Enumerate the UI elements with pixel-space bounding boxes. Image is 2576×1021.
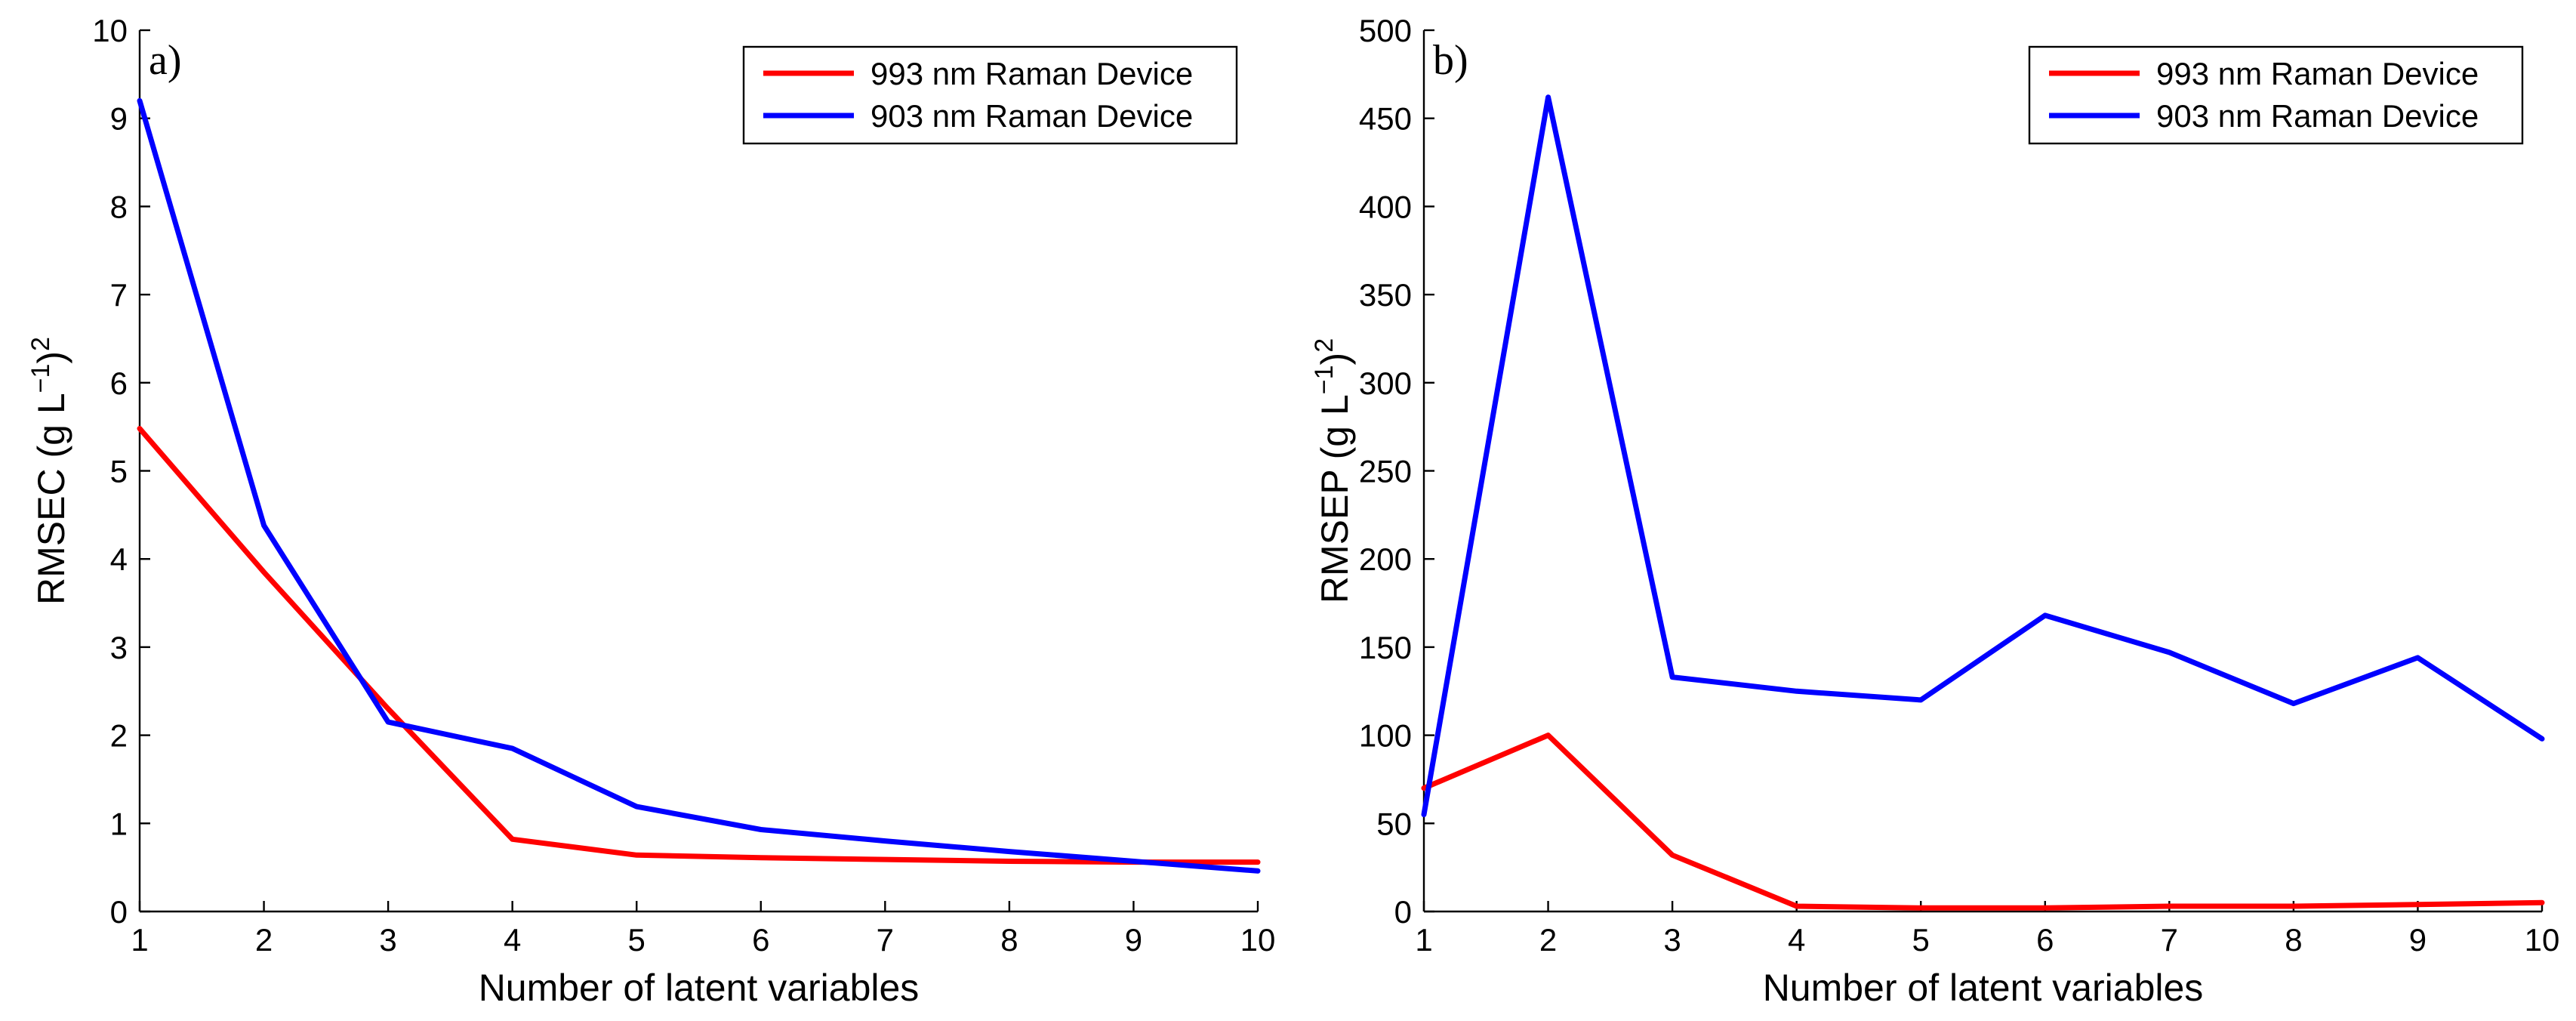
x-tick-label: 2 (255, 922, 273, 958)
x-tick-label: 3 (1663, 922, 1681, 958)
x-tick-label: 7 (877, 922, 894, 958)
series-line-903nm (137, 97, 1261, 874)
x-tick-label: 4 (1788, 922, 1805, 958)
x-tick-label: 8 (2285, 922, 2302, 958)
x-axis-label: Number of latent variables (1763, 967, 2204, 1009)
legend-label: 903 nm Raman Device (2156, 98, 2479, 134)
x-axis-label: Number of latent variables (479, 967, 920, 1009)
y-tick-label: 8 (110, 189, 128, 224)
y-tick-label: 10 (92, 13, 128, 48)
x-tick-label: 10 (2525, 922, 2560, 958)
y-tick-label: 6 (110, 366, 128, 401)
y-tick-label: 2 (110, 718, 128, 754)
y-tick-label: 500 (1359, 13, 1412, 48)
x-tick-label: 2 (1539, 922, 1557, 958)
y-tick-label: 350 (1359, 277, 1412, 313)
legend-label: 993 nm Raman Device (870, 56, 1193, 91)
series-line-993nm (1421, 733, 2545, 911)
panel-label: a) (149, 37, 182, 84)
y-axis-label: RMSEC (g L−1)2 (26, 337, 72, 605)
legend-label: 903 nm Raman Device (870, 98, 1193, 134)
y-tick-label: 400 (1359, 189, 1412, 224)
chart-panel-2: 1 2 3 4 5 6 7 8 9 1005010015020025030035040045050… (1310, 13, 2559, 1009)
x-tick-label: 8 (1000, 922, 1018, 958)
legend: 993 nm Raman Device 903 nm Raman Device (742, 45, 1238, 145)
y-tick-label: 9 (110, 101, 128, 137)
y-tick-label: 7 (110, 277, 128, 313)
panel-label: b) (1433, 37, 1468, 84)
y-tick-label: 0 (1394, 894, 1412, 930)
y-tick-label: 0 (110, 894, 128, 930)
y-tick-label: 100 (1359, 718, 1412, 754)
y-tick-label: 300 (1359, 366, 1412, 401)
y-tick-label: 1 (110, 806, 128, 841)
x-tick-label: 5 (1912, 922, 1930, 958)
legend: 993 nm Raman Device 903 nm Raman Device (2028, 45, 2524, 145)
series-line-993nm (137, 426, 1261, 865)
y-tick-label: 450 (1359, 101, 1412, 137)
y-tick-label: 200 (1359, 541, 1412, 577)
legend-box (2028, 45, 2524, 145)
x-tick-label: 3 (379, 922, 396, 958)
y-tick-label: 3 (110, 630, 128, 665)
y-axis-label: RMSEP (g L−1)2 (1310, 338, 1356, 603)
y-tick-label: 150 (1359, 630, 1412, 665)
x-tick-label: 1 (131, 922, 148, 958)
y-tick-label: 250 (1359, 454, 1412, 489)
x-tick-label: 7 (2161, 922, 2178, 958)
x-tick-label: 6 (752, 922, 769, 958)
y-tick-label: 50 (1376, 806, 1412, 841)
x-tick-label: 6 (2036, 922, 2054, 958)
x-tick-label: 4 (504, 922, 521, 958)
x-tick-label: 9 (1125, 922, 1142, 958)
x-tick-label: 5 (628, 922, 646, 958)
x-tick-label: 1 (1415, 922, 1432, 958)
legend-box (742, 45, 1238, 145)
legend-label: 993 nm Raman Device (2156, 56, 2479, 91)
x-tick-label: 9 (2409, 922, 2427, 958)
x-tick-label: 10 (1240, 922, 1276, 958)
series-line-903nm (1421, 94, 2545, 818)
y-tick-label: 5 (110, 454, 128, 489)
y-tick-label: 4 (110, 541, 128, 577)
